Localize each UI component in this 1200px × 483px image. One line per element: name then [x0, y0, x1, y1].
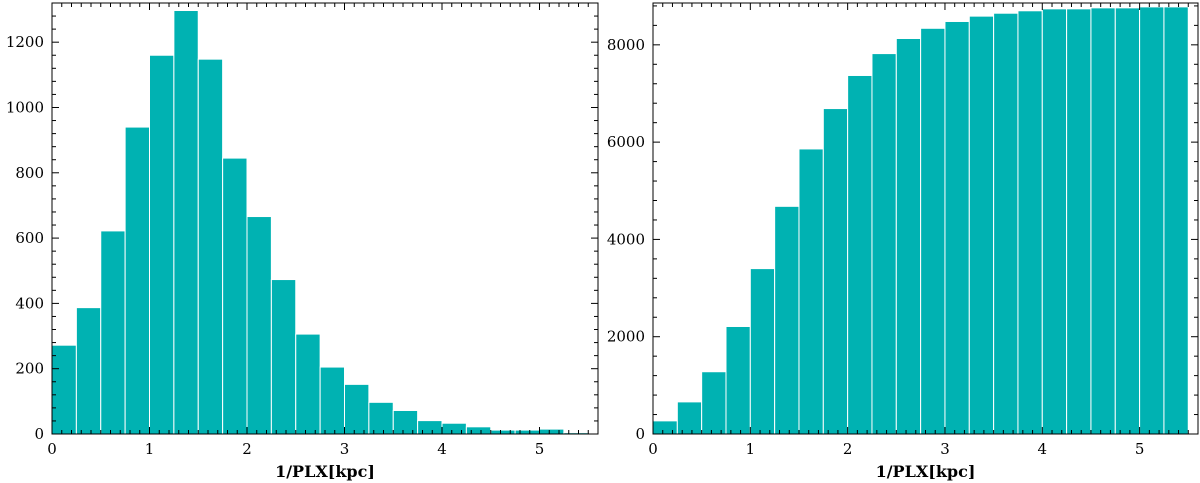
histogram-bar [270, 279, 297, 435]
histogram-bar [1041, 8, 1068, 435]
histogram-panel: 0 1 2 3 4 5 0 200 400 600 800 1000 1200 1/PLX[kpc] [6, 2, 599, 481]
histogram-bar [197, 58, 224, 435]
histogram-bar [652, 420, 678, 435]
x-tick-label: 5 [1135, 440, 1145, 458]
histogram-bar [701, 371, 727, 435]
histogram-bar [725, 325, 751, 435]
histogram-bar [441, 422, 467, 435]
histogram-bar [319, 366, 345, 435]
histogram-bar [490, 429, 516, 435]
y-tick-label: 200 [15, 360, 44, 378]
histogram-bar [944, 20, 970, 435]
x-tick-label: 3 [340, 440, 350, 458]
histogram-bar [847, 74, 873, 435]
histogram-bar [75, 307, 102, 435]
histogram-bar [514, 429, 540, 435]
histogram-bar [1114, 7, 1141, 435]
y-tick-label: 0 [635, 425, 645, 443]
histogram-bar [344, 383, 370, 435]
y-tick-label: 4000 [607, 230, 645, 248]
y-tick-label: 400 [15, 294, 44, 312]
y-tick-label: 8000 [607, 36, 645, 54]
histogram-bar [295, 333, 321, 435]
histogram-bar [871, 53, 897, 435]
x-tick-label: 2 [242, 440, 252, 458]
histogram-bar [417, 420, 443, 435]
histogram-bar [100, 230, 126, 435]
x-axis-label: 1/PLX[kpc] [876, 462, 976, 481]
x-tick-label: 2 [843, 440, 853, 458]
histogram-bar [1163, 6, 1189, 435]
x-tick-label: 0 [47, 440, 57, 458]
x-tick-label: 1 [145, 440, 155, 458]
histogram-bar [539, 428, 565, 435]
histogram-bar [895, 38, 922, 435]
y-tick-label: 0 [34, 425, 44, 443]
x-axis-label: 1/PLX[kpc] [275, 462, 375, 481]
histogram-bar [392, 409, 419, 435]
histogram-bar [920, 27, 946, 435]
histogram-bar [246, 216, 272, 435]
histogram-bar [1090, 7, 1116, 435]
histogram-bar [368, 401, 394, 435]
y-tick-label: 6000 [607, 133, 645, 151]
histogram-bar [222, 157, 248, 435]
histogram-bar [968, 15, 995, 435]
x-tick-label: 5 [535, 440, 545, 458]
histogram-bar [465, 426, 492, 435]
histogram-bar [1017, 10, 1043, 435]
histogram-bar [1139, 6, 1165, 435]
histogram-bar [173, 10, 199, 435]
y-tick-label: 1000 [6, 98, 44, 116]
histogram-bar [798, 148, 824, 435]
histogram-bar [676, 401, 703, 435]
x-tick-label: 4 [437, 440, 447, 458]
y-tick-label: 2000 [607, 328, 645, 346]
cumulative-histogram-panel: 0 1 2 3 4 5 0 2000 4000 6000 8000 1/PLX[kpc] [607, 2, 1199, 481]
histogram-bar [749, 268, 776, 435]
y-tick-label: 1200 [6, 33, 44, 51]
histogram-bar [993, 12, 1019, 435]
histogram-bar [774, 205, 800, 435]
histogram-bar [1066, 8, 1092, 435]
x-tick-label: 0 [648, 440, 658, 458]
x-tick-label: 1 [746, 440, 756, 458]
x-tick-label: 3 [940, 440, 950, 458]
histogram-bar [124, 126, 150, 435]
histogram-bar [822, 108, 849, 435]
histogram-bar [149, 54, 175, 435]
y-tick-label: 600 [15, 229, 44, 247]
x-tick-label: 4 [1038, 440, 1048, 458]
y-tick-label: 800 [15, 164, 44, 182]
